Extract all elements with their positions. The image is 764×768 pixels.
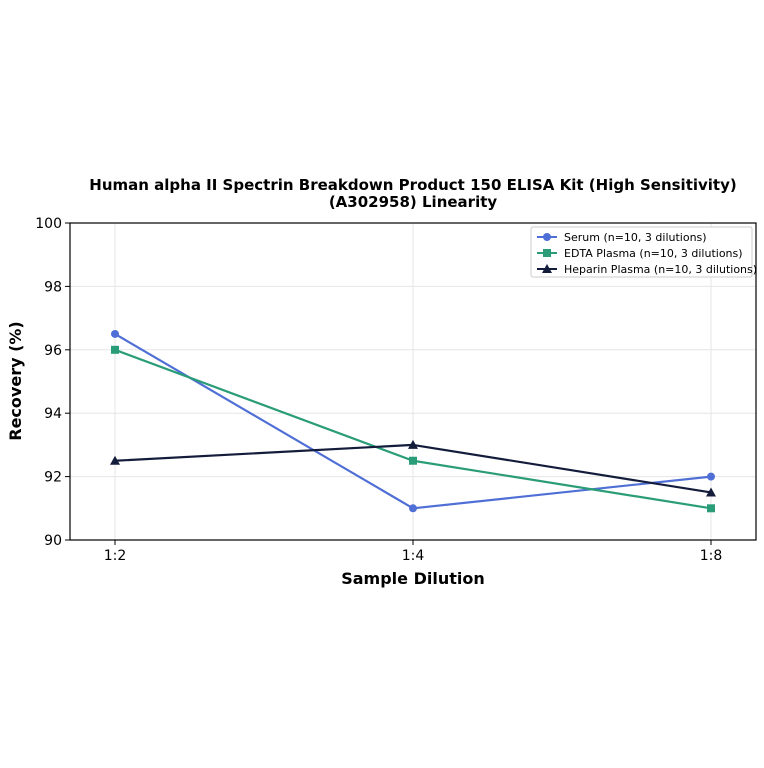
chart-title-line-1: Human alpha II Spectrin Breakdown Produc… (89, 176, 736, 194)
legend-item: Heparin Plasma (n=10, 3 dilutions) (537, 263, 757, 276)
data-point (111, 345, 119, 354)
x-axis-label: Sample Dilution (341, 569, 485, 588)
y-tick-label: 92 (44, 470, 62, 486)
legend-label: Heparin Plasma (n=10, 3 dilutions) (564, 263, 757, 276)
series-1 (111, 345, 715, 513)
legend-marker (542, 264, 552, 273)
legend-label: EDTA Plasma (n=10, 3 dilutions) (564, 247, 743, 260)
chart-title-line-2: (A302958) Linearity (329, 193, 498, 211)
legend-marker (543, 233, 551, 241)
y-ticks: 90 92 94 96 98 100 (35, 216, 70, 549)
y-tick-label: 90 (44, 533, 62, 549)
legend-item: Serum (n=10, 3 dilutions) (537, 231, 707, 244)
data-point (408, 439, 418, 449)
legend-label: Serum (n=10, 3 dilutions) (564, 231, 707, 244)
series-layer (110, 329, 716, 513)
legend-box (530, 226, 753, 278)
legend-marker (543, 249, 551, 257)
legend: Serum (n=10, 3 dilutions) EDTA Plasma (n=… (530, 226, 757, 278)
y-tick-label: 96 (44, 343, 62, 359)
y-axis-label: Recovery (%) (6, 321, 25, 440)
data-point (409, 456, 417, 465)
data-point (111, 329, 119, 338)
data-point (706, 487, 716, 497)
x-tick-label: 1:4 (402, 548, 425, 564)
y-tick-label: 98 (44, 279, 62, 295)
data-point (707, 472, 715, 481)
x-ticks: 1:2 1:4 1:8 (104, 540, 723, 564)
x-tick-label: 1:2 (104, 548, 127, 564)
data-point (110, 455, 120, 465)
y-tick-label: 100 (35, 216, 62, 232)
series-2 (110, 439, 716, 497)
data-point (707, 504, 715, 513)
data-point (409, 504, 417, 513)
series-0 (111, 329, 715, 513)
y-tick-label: 94 (44, 406, 62, 422)
legend-item: EDTA Plasma (n=10, 3 dilutions) (537, 247, 743, 260)
x-tick-label: 1:8 (700, 548, 723, 564)
